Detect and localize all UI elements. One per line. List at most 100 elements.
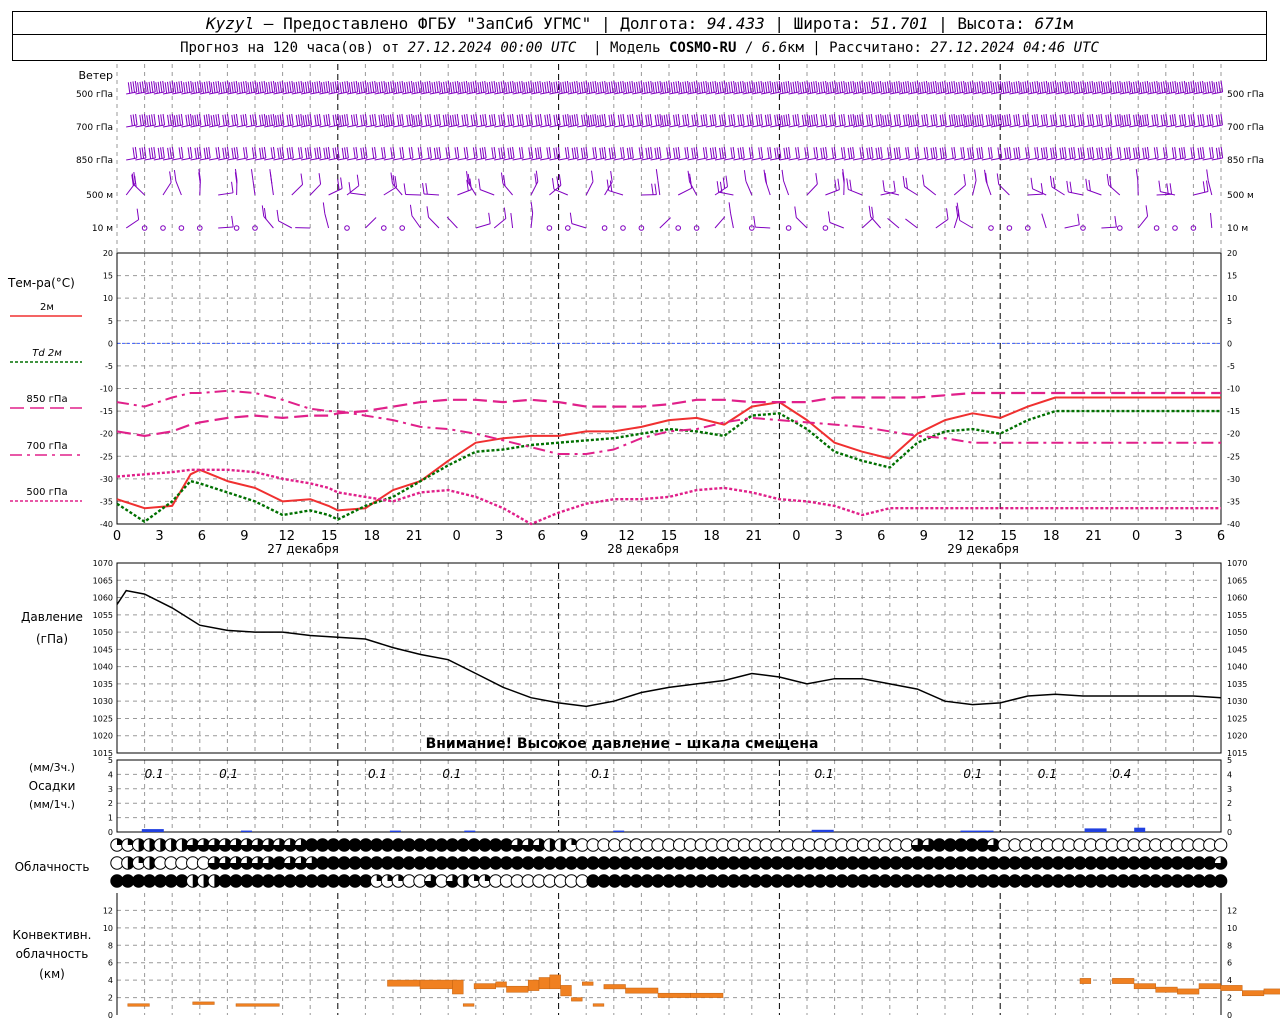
wind-barb [530,124,542,128]
convective-unit: (км) [39,967,65,981]
wind-barb-feather [1079,114,1083,126]
wind-barb-feather [360,81,363,93]
wind-barb-feather [912,81,915,93]
wind-barb-feather [850,81,853,93]
wind-barb-feather [626,81,630,93]
hour-label-8: 0 [453,529,461,544]
hour-label-12: 12 [618,529,635,544]
wind-barb-feather [192,82,195,94]
wind-barb-feather [581,114,584,126]
wind-barb-feather [176,81,179,93]
wind-barb-feather [569,212,573,224]
wind-barb-feather [610,170,613,183]
cloud-symbol [305,856,319,870]
wind-barb-feather [1220,80,1224,93]
cloud-half [560,838,567,852]
wind-barb-feather [712,81,715,93]
wind-barb-feather [472,81,476,93]
temp-legend-label-0: 2м [40,302,54,313]
wind-barb [1160,191,1176,196]
wind-barb [337,91,349,95]
wind-barb [834,91,846,95]
wind-barb-feather [316,81,320,93]
wind-barb-feather [836,82,839,94]
wind-barb [1209,213,1213,229]
wind-barb-feather [1008,113,1012,126]
conv-segment-26 [1198,983,1221,990]
wind-barb-feather [1146,80,1150,93]
wind-barb-feather [433,81,437,93]
wind-barb-feather [1137,146,1141,159]
temp-ytick-left--25: -25 [100,452,113,461]
wind-barb-feather [1199,81,1203,93]
wind-calm-mark [1080,225,1086,231]
wind-barb-feather [813,147,816,159]
wind-barb-feather [537,114,540,126]
wind-barb-feather [916,80,920,93]
wind-barb-feather [1034,81,1037,93]
wind-barb-feather [675,81,678,93]
wind-barb [392,157,404,161]
press-ytick-right-1050: 1050 [1227,628,1247,637]
wind-barb-feather [987,81,991,93]
wind-barb-feather [355,146,358,159]
wind-barb-feather [709,81,713,93]
wind-barb-feather [774,147,777,159]
wind-barb-feather [396,81,400,93]
wind-barb-feather [503,146,506,159]
wind-barb-feather [322,202,326,214]
wind-barb-feather [217,113,221,126]
wind-barb [310,91,322,95]
wind-barb [429,91,441,95]
wind-barb-feather [686,146,690,159]
wind-barb-feather [590,81,593,93]
wind-barb-feather [767,147,770,159]
wind-barb-feather [291,113,294,126]
wind-barb-feather [427,114,430,126]
wind-barb-feather [732,146,736,159]
wind-barb [558,157,570,161]
wind-barb [457,157,469,161]
wind-level-label-right-3: 500 м [1227,191,1254,201]
wind-barb-feather [999,80,1003,93]
wind-barb-feather [356,174,360,186]
wind-barb-feather [622,113,626,126]
wind-barb [990,124,1002,128]
wind-barb-feather [1008,80,1012,93]
wind-barb [834,124,846,128]
cloud-symbol [510,838,525,852]
wind-barb-feather [893,114,897,126]
wind-barb-feather [169,114,172,126]
wind-barb [1064,224,1080,229]
wind-barb-feather [990,113,994,126]
wind-barb-feather [893,147,897,159]
wind-barb-feather [620,114,623,126]
wind-barb [1147,124,1159,128]
hour-label-11: 9 [580,529,588,544]
cloud-symbol [532,838,546,852]
wind-barb [126,157,137,161]
wind-barb-feather [631,113,635,126]
wind-barb-feather [426,206,429,218]
wind-barb [1064,124,1076,128]
wind-barb-feather [661,82,664,94]
wind-barb-feather [1077,147,1081,159]
wind-barb-feather [739,81,743,93]
wind-barb [862,124,873,128]
wind-barb-feather [1054,146,1058,159]
conv-segment-23 [1133,983,1156,990]
conv-segment-7 [473,983,496,990]
wind-barb-feather [167,147,170,159]
wind-barb-feather [178,114,182,126]
wind-barb-feather [1153,81,1157,93]
wind-barb-feather [556,176,559,188]
wind-barb-feather [380,114,384,126]
wind-barb-feather [1142,81,1145,93]
wind-barb-feather [1144,147,1148,159]
wind-barb-feather [980,146,984,159]
wind-barb-feather [1096,114,1099,126]
hour-label-14: 18 [703,529,720,544]
wind-barb-feather [327,80,331,93]
cloud-three-quarter [532,838,546,852]
hour-label-24: 0 [1132,529,1140,544]
